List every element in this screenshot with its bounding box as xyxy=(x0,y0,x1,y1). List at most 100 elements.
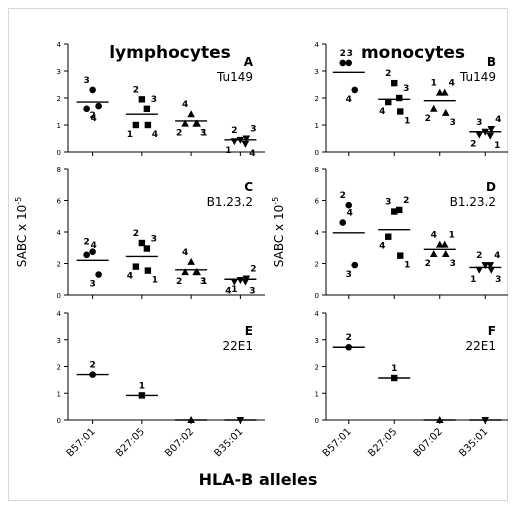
donor-label: 2 xyxy=(425,259,431,269)
donor-label: 2 xyxy=(133,229,139,239)
panel-annotation: 22E1 xyxy=(223,339,254,353)
marker-3-12 xyxy=(385,233,392,240)
donor-label: 4 xyxy=(249,149,255,159)
x-axis-title: HLA-B alleles xyxy=(199,470,318,489)
marker-3-13 xyxy=(397,252,404,259)
x-tick-label: B07:02 xyxy=(412,426,445,459)
donor-label: 1 xyxy=(494,141,500,151)
donor-label: 2 xyxy=(385,69,391,79)
donor-label: 3 xyxy=(346,270,352,280)
donor-label: 1 xyxy=(139,381,145,391)
marker-0-31 xyxy=(241,140,250,148)
y-tick-label: 8 xyxy=(57,166,61,174)
marker-1-10 xyxy=(391,79,398,87)
marker-3-22 xyxy=(429,250,438,258)
donor-label: 2 xyxy=(250,264,256,274)
panel-annotation: B1.23.2 xyxy=(450,195,496,209)
donor-label: 2 xyxy=(470,139,476,149)
y-tick-label: 1 xyxy=(315,390,319,398)
donor-label: 4 xyxy=(449,79,455,89)
donor-label: 1 xyxy=(431,79,437,89)
panel-letter: F xyxy=(488,324,496,338)
x-tick-label: B57:01 xyxy=(321,426,354,459)
ylabel-main: SABC x 10 xyxy=(15,205,29,267)
y-tick-label: 4 xyxy=(315,229,320,237)
donor-label: 2 xyxy=(83,238,89,248)
donor-label: 4 xyxy=(494,251,500,261)
panel-annotation: Tu149 xyxy=(216,70,253,84)
marker-0-1 xyxy=(83,105,90,113)
x-tick-label: B35:01 xyxy=(212,426,245,459)
donor-label: 4 xyxy=(127,272,133,282)
marker-1-0 xyxy=(345,59,353,67)
ylabel-main: SABC x 10 xyxy=(272,205,286,267)
marker-3-1 xyxy=(339,219,347,226)
y-tick-label: 8 xyxy=(315,166,319,174)
marker-0-20 xyxy=(187,110,195,118)
y-tick-label: 3 xyxy=(315,68,319,76)
donor-label: 4 xyxy=(431,231,437,241)
donor-label: 3 xyxy=(249,287,255,297)
y-axis-label-right: SABC x 10-5 xyxy=(271,197,286,267)
marker-2-10 xyxy=(138,239,146,247)
y-tick-label: 2 xyxy=(57,261,61,269)
donor-label: 4 xyxy=(182,100,188,110)
y-tick-label: 1 xyxy=(57,122,61,130)
y-tick-label: 2 xyxy=(315,261,319,269)
marker-1-13 xyxy=(397,108,404,115)
y-axis-label-left: SABC x 10-5 xyxy=(14,197,29,267)
y-tick-label: 0 xyxy=(315,149,319,157)
panel-letter: E xyxy=(245,324,253,338)
panel-annotation: 22E1 xyxy=(466,339,497,353)
y-tick-label: 4 xyxy=(315,41,320,49)
marker-2-0 xyxy=(89,248,96,255)
donor-label: 2 xyxy=(403,196,409,206)
marker-3-10 xyxy=(391,208,398,215)
marker-2-2 xyxy=(95,271,102,278)
donor-label: 1 xyxy=(201,277,207,287)
donor-label: 1 xyxy=(225,146,231,156)
marker-3-2 xyxy=(351,261,359,269)
donor-label: 4 xyxy=(347,209,353,219)
marker-0-2 xyxy=(95,102,102,110)
donor-label: 4 xyxy=(379,242,385,252)
marker-0-13 xyxy=(144,121,152,129)
panel-letter: D xyxy=(486,180,496,194)
marker-0-11 xyxy=(143,105,151,112)
marker-2-11 xyxy=(143,245,151,252)
marker-2-23 xyxy=(193,268,201,276)
marker-3-32 xyxy=(475,266,484,274)
donor-label: 3 xyxy=(89,280,95,290)
donor-label: 4 xyxy=(225,287,231,297)
y-tick-label: 0 xyxy=(315,292,319,300)
x-tick-label: B57:01 xyxy=(65,426,98,459)
x-tick-label: B27:05 xyxy=(114,426,147,459)
marker-1-11 xyxy=(396,94,403,102)
y-tick-label: 6 xyxy=(57,198,62,206)
marker-0-22 xyxy=(181,119,189,127)
marker-1-12 xyxy=(385,98,392,106)
marker-1-20 xyxy=(435,88,444,96)
donor-label: 3 xyxy=(151,235,157,245)
donor-label: 4 xyxy=(379,107,385,117)
donor-label: 2 xyxy=(476,251,482,261)
donor-label: 2 xyxy=(176,277,182,287)
panel-annotation: B1.23.2 xyxy=(207,195,253,209)
donor-label: 1 xyxy=(404,261,410,271)
donor-label: 1 xyxy=(152,276,158,286)
marker-3-31 xyxy=(486,262,495,270)
donor-label: 2 xyxy=(231,126,237,136)
x-tick-label: B35:01 xyxy=(457,426,490,459)
ylabel-exponent: -5 xyxy=(271,197,280,205)
donor-label: 4 xyxy=(152,130,158,140)
donor-label: 3 xyxy=(347,49,353,59)
donor-label: 3 xyxy=(495,275,501,285)
y-tick-label: 2 xyxy=(315,95,319,103)
marker-2-22 xyxy=(181,268,189,276)
y-tick-label: 1 xyxy=(315,122,319,130)
x-tick-label: B07:02 xyxy=(163,426,196,459)
